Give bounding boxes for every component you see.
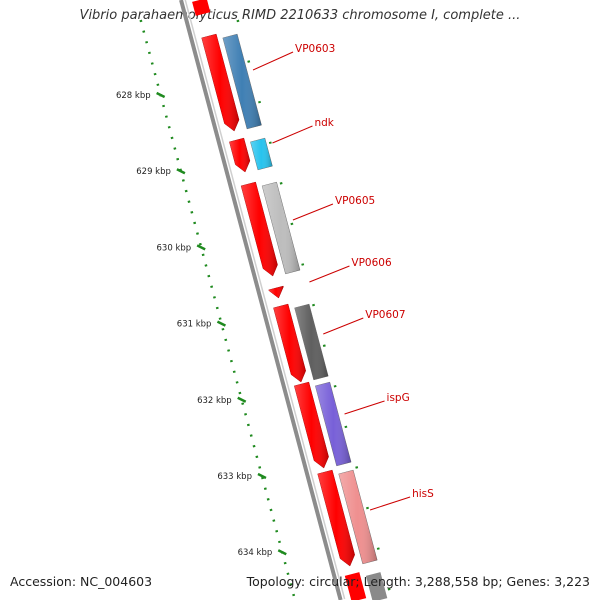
gene-label-ndk: ndk — [314, 117, 334, 129]
ruler-tick — [277, 549, 287, 556]
feature-vp0607 — [273, 303, 329, 383]
gene-bar — [365, 572, 388, 600]
cds-arrow — [192, 0, 211, 16]
feature-hiss — [317, 469, 378, 567]
gene-bar-shading — [315, 382, 352, 466]
ruler-tick-label: 630 kbp — [157, 243, 192, 253]
gene-bar-shading — [338, 470, 378, 564]
ruler-tick — [216, 320, 226, 327]
feature-ispg — [293, 381, 352, 469]
cds-arrow — [344, 572, 367, 600]
feature-vp0603 — [201, 33, 262, 132]
label-leader-line — [309, 265, 350, 283]
ruler-line — [139, 19, 297, 600]
cds-arrow-shading — [273, 304, 306, 382]
ruler-tick — [257, 472, 267, 480]
ruler-tick-label: 629 kbp — [136, 167, 171, 177]
ruler-tick-label: 634 kbp — [238, 548, 273, 558]
ruler-tick — [156, 91, 166, 99]
ruler-tick-label: 632 kbp — [197, 396, 232, 406]
ruler-tick-label: 628 kbp — [116, 91, 151, 101]
sequence-backbone — [179, 0, 343, 600]
feature-ndk — [229, 137, 273, 173]
topology-text: Topology: circular; Length: 3,288,558 bp… — [246, 574, 590, 589]
ruler-tick — [176, 168, 186, 175]
sequence-backbone-highlight — [184, 0, 346, 600]
label-leader-line — [252, 51, 294, 71]
label-leader-line — [272, 125, 313, 144]
cds-arrow-shading — [201, 34, 239, 131]
gene-label-vp0607: VP0607 — [365, 309, 405, 321]
gene-label-ispg: ispG — [387, 392, 410, 404]
label-leader-line — [369, 496, 411, 511]
cds-arrow-shading — [294, 382, 329, 468]
ruler-tick-label: 633 kbp — [217, 472, 252, 482]
gene-bar-shading — [294, 304, 329, 380]
gene-label-vp0603: VP0603 — [295, 43, 335, 55]
ruler-tick — [237, 396, 247, 403]
gene-bar-shading — [262, 182, 300, 274]
gene-label-vp0606: VP0606 — [351, 257, 392, 269]
gene-bar-shading — [222, 34, 262, 129]
gene-bar-shading — [250, 138, 273, 170]
label-leader-line — [344, 400, 385, 415]
feature-vp0606 — [268, 285, 284, 299]
cds-arrow-shading — [268, 286, 284, 298]
ruler-tick — [196, 244, 206, 251]
accession-text: Accession: NC_004603 — [10, 574, 153, 589]
gene-label-vp0605: VP0605 — [335, 195, 375, 207]
feature-vp0605 — [240, 181, 301, 277]
cds-arrow-shading — [317, 470, 355, 566]
label-leader-line — [292, 203, 334, 221]
label-leader-line — [323, 317, 364, 335]
ruler-tick-label: 631 kbp — [177, 320, 212, 330]
cds-arrow-shading — [241, 182, 278, 276]
gene-label-hiss: hisS — [412, 488, 434, 500]
cds-arrow-shading — [229, 138, 250, 172]
